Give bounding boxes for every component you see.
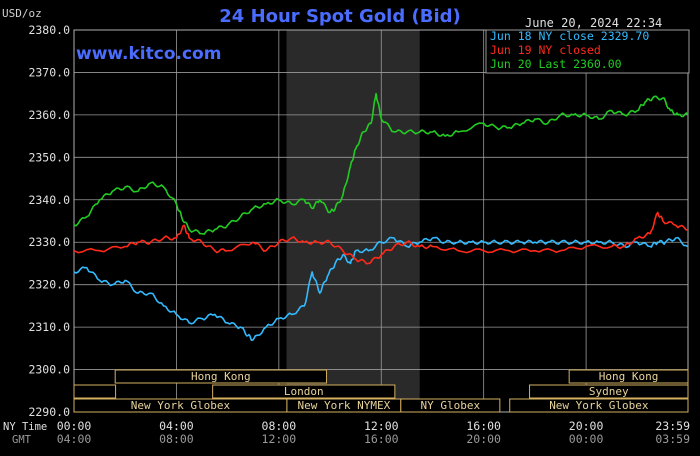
session-bar: NY Globex: [400, 398, 501, 413]
x-tick-label-gmt: 20:00: [466, 432, 501, 446]
session-bars: Hong Kong London New York Globex New York N…: [73, 369, 689, 413]
datetime-label: June 20, 2024 22:34: [525, 16, 662, 30]
legend-item-jun18: Jun 18 NY close 2329.70: [490, 29, 649, 43]
x-tick-label-ny: 12:00: [364, 419, 399, 433]
x-tick-label-ny: 23:59: [655, 419, 690, 433]
legend-box: [485, 29, 690, 74]
x-tick-label-gmt: 03:59: [655, 432, 690, 446]
session-bar-box: [114, 369, 328, 384]
session-bar-box: [568, 369, 689, 384]
session-bar: London: [212, 384, 396, 399]
session-bar-box: [509, 398, 689, 413]
x-tick-label-gmt: 04:00: [57, 432, 92, 446]
y-tick-label: 2310.0: [28, 320, 70, 334]
brand-watermark: www.kitco.com: [76, 44, 221, 64]
session-label: New York Globex: [131, 399, 231, 412]
session-bar: New York Globex: [73, 398, 288, 413]
x-tick-label-ny: 16:00: [466, 419, 501, 433]
x-tick-label-gmt: 00:00: [569, 432, 604, 446]
session-label: Hong Kong: [599, 370, 659, 383]
session-bar: Hong Kong: [114, 369, 328, 384]
y-tick-label: 2350.0: [28, 150, 70, 164]
legend: Jun 18 NY close 2329.70 Jun 19 NY closed…: [485, 29, 690, 74]
shaded-region: [286, 30, 420, 412]
x-tick-label-ny: 04:00: [159, 419, 194, 433]
session-bar: New York Globex: [509, 398, 689, 413]
series-line-jun20: [73, 92, 689, 235]
y-tick-label: 2380.0: [28, 23, 70, 37]
session-bar: [73, 384, 117, 399]
y-tick-label: 2360.0: [28, 108, 70, 122]
x-tick-label-ny: 08:00: [262, 419, 297, 433]
legend-item-jun20: Jun 20 Last 2360.00: [490, 57, 622, 71]
y-tick-label: 2320.0: [28, 278, 70, 292]
session-label: New York Globex: [549, 399, 649, 412]
chart-title: 24 Hour Spot Gold (Bid): [219, 6, 460, 27]
session-label: Hong Kong: [191, 370, 251, 383]
y-tick-label: 2290.0: [28, 405, 70, 419]
x-tick-label-gmt: 16:00: [364, 432, 399, 446]
session-bar-box: [400, 398, 501, 413]
y-tick-label: 2370.0: [28, 65, 70, 79]
session-bar: Sydney: [529, 384, 689, 399]
y-axis: 2290.0 2300.0 2310.0 2320.0 2330.0 2340.0 2350…: [28, 23, 70, 419]
session-label: New York NYMEX: [298, 399, 391, 412]
session-bar: Hong Kong: [568, 369, 689, 384]
y-tick-label: 2300.0: [28, 363, 70, 377]
x-tick-label-gmt: 08:00: [159, 432, 194, 446]
x-axis: 00:0004:0004:0008:0008:0012:0012:0016:00…: [57, 419, 690, 446]
session-bar-box: [529, 384, 689, 399]
session-label: Sydney: [589, 385, 629, 398]
series-line-jun19: [73, 211, 689, 265]
session-bar-box: [212, 384, 396, 399]
series-line-jun18: [73, 236, 689, 342]
ny-time-axis-label: NY Time: [3, 421, 47, 433]
session-bar-box: [73, 384, 117, 399]
x-tick-label-gmt: 12:00: [262, 432, 297, 446]
units-label: USD/oz: [2, 7, 42, 20]
x-tick-label-ny: 00:00: [57, 419, 92, 433]
legend-item-jun19: Jun 19 NY closed: [490, 43, 601, 57]
y-tick-label: 2330.0: [28, 235, 70, 249]
session-label: NY Globex: [421, 399, 481, 412]
series-layer: [73, 92, 689, 342]
session-label: London: [284, 385, 324, 398]
y-tick-label: 2340.0: [28, 193, 70, 207]
session-bar: New York NYMEX: [286, 398, 402, 413]
x-tick-label-ny: 20:00: [569, 419, 604, 433]
gmt-axis-label: GMT: [12, 434, 32, 446]
